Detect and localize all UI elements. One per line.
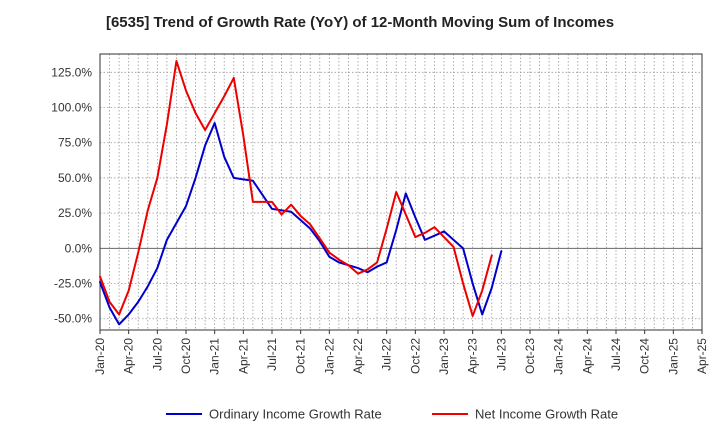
x-tick-label: Jan-20 — [93, 338, 107, 375]
x-tick-label: Apr-23 — [466, 338, 480, 374]
x-tick-label: Oct-20 — [179, 338, 193, 374]
y-tick-label: 100.0% — [51, 101, 92, 115]
x-tick-label: Apr-20 — [122, 338, 136, 374]
ordinary-income-line — [99, 122, 503, 326]
legend-layer: Ordinary Income Growth Rate Net Income Gr… — [166, 407, 618, 422]
x-tick-label: Jan-21 — [208, 338, 222, 375]
y-tick-label: 125.0% — [51, 65, 92, 79]
x-tick-label: Apr-22 — [351, 338, 365, 374]
chart-title: [6535] Trend of Growth Rate (YoY) of 12-… — [105, 14, 615, 31]
plot-area — [100, 54, 702, 330]
axis-layer: 125.0% 100.0% 75.0% 50.0% 25.0% 0.0% -25.0% -50… — [51, 53, 709, 375]
x-tick-label: Jul-22 — [380, 338, 394, 371]
plot-border — [99, 53, 703, 331]
series-layer — [99, 60, 503, 326]
x-tick-label: Jan-23 — [437, 338, 451, 375]
x-tick-label: Apr-25 — [695, 338, 709, 374]
net-income-line — [99, 60, 493, 317]
y-tick-label: 50.0% — [58, 171, 92, 185]
grid-layer — [99, 54, 703, 330]
y-tick-label: 0.0% — [65, 241, 93, 255]
x-tick-label: Jul-21 — [265, 338, 279, 371]
x-tick-label: Jan-25 — [666, 338, 680, 375]
x-tick-label: Jul-24 — [609, 338, 623, 371]
y-tick-label: -50.0% — [54, 312, 92, 326]
x-tick-label: Jan-22 — [322, 338, 336, 375]
y-tick-label: 75.0% — [58, 136, 92, 150]
x-tick-label: Jul-20 — [150, 338, 164, 371]
legend-ordinary-income-label: Ordinary Income Growth Rate — [209, 407, 382, 422]
x-tick-label: Apr-21 — [236, 338, 250, 374]
legend-net-income-label: Net Income Growth Rate — [475, 407, 618, 422]
x-tick-label: Oct-23 — [523, 338, 537, 374]
y-tick-label: 25.0% — [58, 206, 92, 220]
x-tick-label: Oct-21 — [294, 338, 308, 374]
x-tick-label: Apr-24 — [580, 338, 594, 374]
x-tick-label: Jan-24 — [552, 338, 566, 375]
x-tick-label: Jul-23 — [494, 338, 508, 371]
x-tick-label: Oct-24 — [638, 338, 652, 374]
x-tick-label: Oct-22 — [408, 338, 422, 374]
y-tick-label: -25.0% — [54, 277, 92, 291]
